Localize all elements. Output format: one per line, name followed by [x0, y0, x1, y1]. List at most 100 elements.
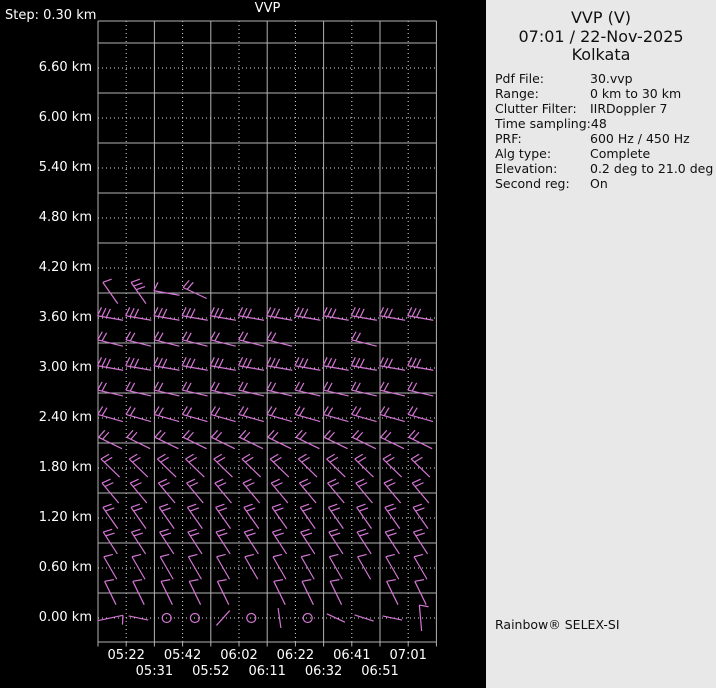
wind-barb	[181, 357, 208, 371]
wind-barb	[153, 331, 180, 347]
wind-barb	[157, 478, 176, 504]
wind-barb	[407, 307, 434, 321]
wind-barb	[209, 331, 236, 347]
wind-barb	[300, 553, 315, 580]
wind-barb	[102, 278, 119, 304]
product-datetime: 07:01 / 22-Nov-2025	[518, 26, 684, 46]
wind-barb	[326, 453, 346, 478]
wind-barb	[411, 478, 430, 504]
wind-barb	[407, 381, 434, 397]
wind-barb	[181, 331, 208, 347]
y-axis-label: 1.20 km	[38, 510, 92, 525]
parameter-value: Complete	[590, 145, 651, 161]
wind-barb	[128, 453, 149, 478]
wind-barb	[383, 478, 402, 504]
x-axis-label: 06:51	[361, 664, 399, 679]
wind-barb	[266, 357, 293, 371]
wind-barb	[189, 612, 200, 624]
y-axis-label: 6.60 km	[38, 60, 92, 75]
parameter-row: Time sampling: 48	[495, 116, 716, 131]
wind-barb	[244, 553, 259, 580]
wind-barb	[239, 429, 264, 450]
wind-barb	[266, 406, 293, 423]
wind-barb	[295, 429, 320, 450]
wind-barb	[410, 453, 431, 478]
wind-barb	[238, 381, 265, 397]
parameter-row: Second reg: On	[495, 176, 716, 191]
wind-barb	[266, 381, 293, 397]
parameter-label: Clutter Filter:	[495, 100, 577, 116]
wind-barb	[98, 429, 123, 450]
wind-barb	[130, 503, 147, 529]
wind-barb	[238, 331, 265, 347]
wind-barb	[412, 503, 429, 529]
wind-barb	[125, 381, 152, 397]
wind-barb	[237, 357, 265, 371]
wind-barb	[300, 528, 316, 555]
wind-barb	[215, 528, 231, 555]
wind-barb	[384, 528, 400, 555]
y-axis-label: 0.00 km	[38, 610, 92, 625]
wind-barb	[327, 503, 344, 529]
wind-barb	[238, 406, 264, 423]
wind-barb	[210, 429, 236, 450]
wind-barb	[270, 478, 289, 504]
y-axis-label: 0.60 km	[38, 560, 92, 575]
wind-barb	[386, 579, 399, 605]
parameter-row: Pdf File: 30.vvp	[495, 71, 716, 86]
site-name: Kolkata	[571, 45, 631, 64]
x-axis-label: 06:41	[333, 648, 371, 663]
parameter-label: PRF:	[495, 130, 522, 146]
wind-barb	[382, 615, 403, 621]
wind-barb	[356, 503, 373, 529]
info-panel: VVP (V) 07:01 / 22-Nov-2025 Kolkata Pdf …	[486, 0, 716, 688]
vvp-plot-pane: VVP Step: 0.30 km 6.60 km 6.00 km 5.40 km 4…	[0, 0, 486, 688]
wind-barb	[297, 453, 318, 478]
wind-barb	[379, 406, 405, 423]
x-axis-label: 06:11	[248, 664, 286, 679]
wind-barb	[351, 406, 377, 423]
wind-barb	[242, 478, 261, 504]
wind-barb	[97, 614, 124, 625]
wind-barb	[156, 453, 177, 478]
wind-barb	[350, 381, 377, 397]
wind-barb	[273, 579, 286, 605]
wind-barb	[215, 503, 232, 529]
wind-barb	[96, 307, 124, 321]
wind-barb	[408, 429, 433, 450]
wind-barb	[181, 381, 208, 397]
wind-barb	[182, 280, 207, 300]
wind-barb	[153, 381, 180, 397]
wind-barb	[294, 406, 321, 423]
plot-title: VVP	[254, 1, 281, 16]
brand-label: Rainbow® SELEX-SI	[495, 617, 620, 632]
parameter-value: 0 km to 30 km	[590, 85, 682, 101]
wind-barb	[351, 429, 377, 450]
wind-barb	[354, 614, 374, 622]
wind-barb	[267, 429, 292, 450]
wind-barb	[407, 357, 434, 371]
parameter-row: Alg type: Complete	[495, 146, 716, 161]
parameter-value: 0.2 deg to 21.0 deg	[590, 160, 714, 176]
x-axis-label: 05:52	[192, 664, 230, 679]
parameter-list: Pdf File: 30.vvp Range: 0 km to 30 km Cl…	[486, 71, 716, 191]
wind-barb	[125, 406, 152, 423]
wind-barb	[385, 553, 400, 580]
wind-barb-plot	[96, 20, 437, 647]
wind-barb	[322, 307, 349, 321]
wind-barb	[379, 381, 406, 397]
y-axis-label: 4.80 km	[38, 210, 92, 225]
x-axis-label: 05:42	[163, 648, 202, 663]
wind-barb	[356, 528, 372, 555]
wind-barb	[243, 528, 259, 555]
wind-barb	[355, 478, 373, 504]
wind-barb	[125, 331, 152, 347]
wind-barb	[382, 453, 403, 478]
wind-barb	[181, 406, 208, 423]
wind-barb	[322, 406, 349, 423]
parameter-label: Elevation:	[495, 160, 558, 176]
wind-barb	[209, 307, 237, 321]
wind-barb	[246, 612, 257, 624]
y-axis-label: 3.00 km	[38, 360, 92, 375]
parameter-label: Time sampling:	[495, 115, 591, 131]
